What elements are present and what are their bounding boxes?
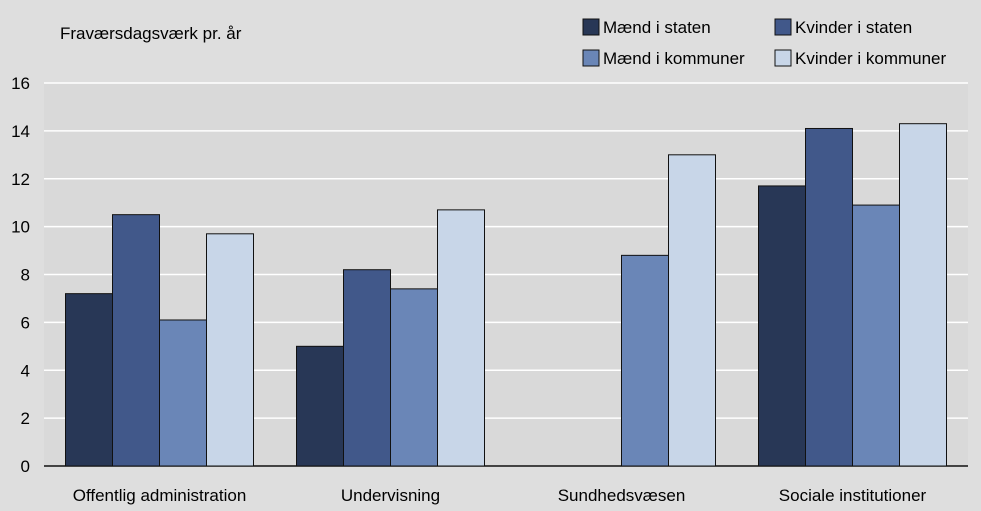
y-axis-ticks: 0 2 4 6 8 10 12 14 16 bbox=[11, 74, 30, 476]
legend-swatch bbox=[582, 49, 600, 67]
x-tick-label: Sundhedsvæsen bbox=[558, 486, 686, 505]
bar bbox=[758, 185, 806, 467]
y-tick-label: 2 bbox=[21, 409, 30, 428]
x-tick-label: Sociale institutioner bbox=[779, 486, 927, 505]
bar bbox=[668, 154, 716, 467]
bar bbox=[112, 214, 160, 467]
bar bbox=[390, 288, 438, 467]
bar bbox=[296, 345, 344, 467]
legend-label: Mænd i staten bbox=[603, 18, 711, 37]
y-tick-label: 4 bbox=[21, 361, 30, 380]
bars bbox=[65, 123, 947, 467]
x-axis-labels: Offentlig administration Undervisning Sund… bbox=[73, 486, 927, 505]
y-tick-label: 14 bbox=[11, 122, 30, 141]
bar bbox=[899, 123, 947, 467]
legend-swatch bbox=[774, 18, 792, 36]
y-tick-label: 16 bbox=[11, 74, 30, 93]
x-tick-label: Offentlig administration bbox=[73, 486, 247, 505]
legend-label: Mænd i kommuner bbox=[603, 49, 745, 68]
y-tick-label: 8 bbox=[21, 266, 30, 285]
y-axis-title: Fraværsdagsværk pr. år bbox=[60, 24, 242, 43]
y-tick-label: 10 bbox=[11, 218, 30, 237]
bar bbox=[206, 233, 254, 467]
legend-swatch bbox=[582, 18, 600, 36]
x-tick-label: Undervisning bbox=[341, 486, 440, 505]
bar bbox=[343, 269, 391, 467]
y-tick-label: 6 bbox=[21, 313, 30, 332]
bar bbox=[805, 127, 853, 467]
legend-label: Kvinder i staten bbox=[795, 18, 912, 37]
bar bbox=[852, 204, 900, 467]
bar bbox=[621, 254, 669, 467]
legend: Mænd i staten Kvinder i staten Mænd i komm… bbox=[582, 18, 947, 68]
legend-label: Kvinder i kommuner bbox=[795, 49, 947, 68]
y-tick-label: 12 bbox=[11, 170, 30, 189]
bar bbox=[159, 319, 207, 467]
legend-swatch bbox=[774, 49, 792, 67]
bar bbox=[437, 209, 485, 467]
bar bbox=[65, 293, 113, 467]
y-tick-label: 0 bbox=[21, 457, 30, 476]
